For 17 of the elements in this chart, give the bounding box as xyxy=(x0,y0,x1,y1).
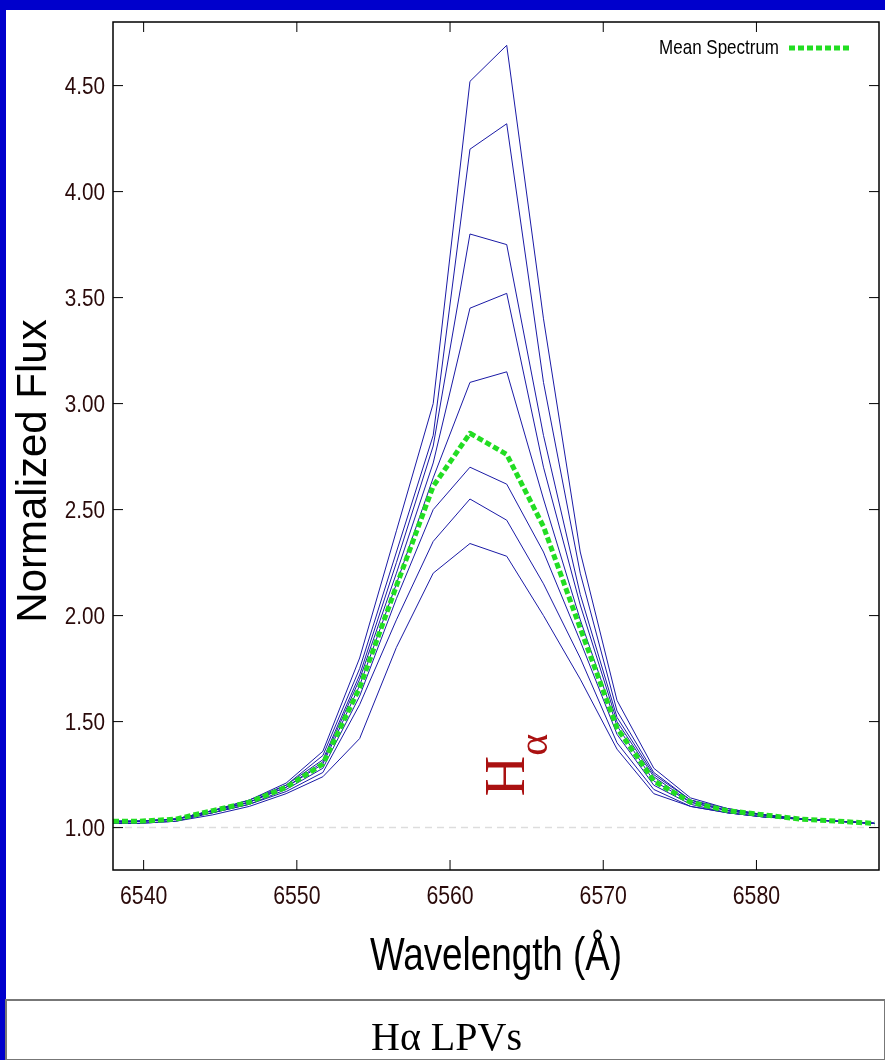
y-axis-title: Normalized Flux xyxy=(8,319,55,623)
y-tick-label: 2.00 xyxy=(64,602,105,629)
x-tick-label: 6580 xyxy=(732,881,781,910)
y-tick-label: 4.00 xyxy=(64,178,105,205)
legend-label: Mean Spectrum xyxy=(659,35,779,59)
y-tick-label: 3.00 xyxy=(64,390,105,417)
y-tick-label: 3.50 xyxy=(64,284,105,311)
text: Hα LPVs xyxy=(371,1014,522,1059)
y-tick-label: 1.50 xyxy=(64,708,105,735)
x-tick-label: 6550 xyxy=(273,881,321,910)
y-tick-label: 2.50 xyxy=(64,496,105,523)
x-tick-label: 6540 xyxy=(120,881,168,910)
x-tick-label: 6560 xyxy=(426,881,474,910)
y-tick-label: 1.00 xyxy=(64,814,105,841)
x-tick-label: 6570 xyxy=(579,881,627,910)
y-tick-label: 4.50 xyxy=(64,72,105,99)
x-axis-title: Wavelength (Å) xyxy=(369,928,623,980)
